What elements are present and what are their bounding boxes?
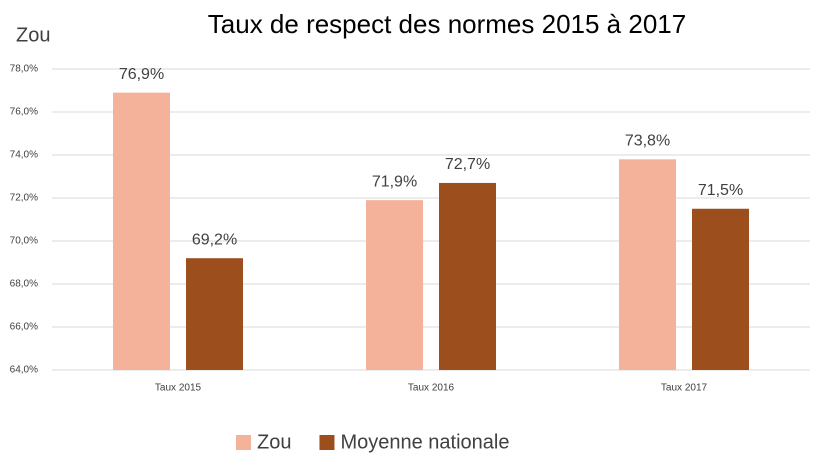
- bar: [692, 208, 749, 370]
- y-tick-label: 64,0%: [10, 365, 38, 376]
- legend-label: Zou: [257, 431, 291, 453]
- y-tick-label: 66,0%: [10, 322, 38, 333]
- value-label: 72,7%: [445, 156, 490, 173]
- bar: [113, 92, 170, 371]
- y-label: Zou: [16, 24, 50, 46]
- bar: [366, 200, 423, 370]
- legend-label: Moyenne nationale: [340, 431, 509, 453]
- y-tick-label: 78,0%: [10, 64, 38, 75]
- value-label: 76,9%: [119, 66, 164, 83]
- x-tick-label: Taux 2015: [155, 383, 202, 394]
- y-tick-label: 72,0%: [10, 193, 38, 204]
- value-label: 71,5%: [698, 182, 743, 199]
- y-tick-label: 70,0%: [10, 236, 38, 247]
- y-tick-label: 76,0%: [10, 107, 38, 118]
- y-tick-label: 68,0%: [10, 279, 38, 290]
- chart-title: Taux de respect des normes 2015 à 2017: [208, 9, 686, 39]
- value-label: 69,2%: [192, 231, 237, 248]
- x-tick-label: Taux 2016: [408, 383, 455, 394]
- x-tick-label: Taux 2017: [661, 383, 708, 394]
- bar: [186, 258, 243, 370]
- bar: [619, 159, 676, 370]
- legend-swatch: [319, 435, 335, 450]
- value-label: 73,8%: [625, 133, 670, 150]
- legend-swatch: [236, 435, 251, 450]
- bar: [439, 182, 496, 370]
- y-tick-label: 74,0%: [10, 150, 38, 161]
- value-label: 71,9%: [372, 173, 417, 190]
